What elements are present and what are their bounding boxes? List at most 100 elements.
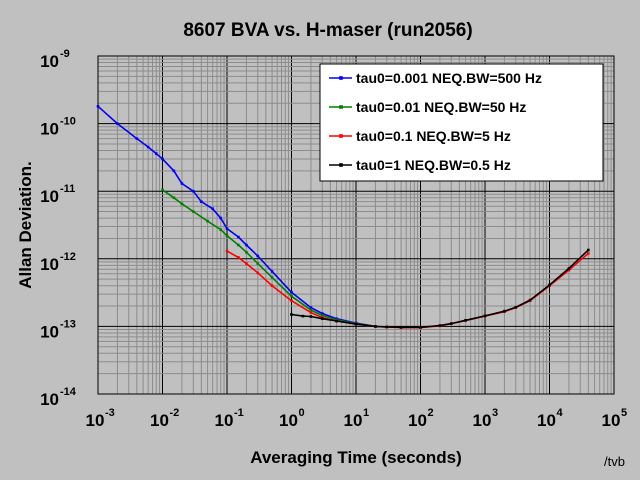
- legend-item: tau0=0.1 NEQ.BW=5 Hz: [329, 128, 511, 144]
- x-tick-label: 10 -3: [86, 407, 115, 430]
- y-tick-base: 10: [40, 322, 59, 341]
- data-point: [270, 284, 274, 288]
- series-lines: [96, 105, 590, 329]
- data-point: [161, 157, 164, 161]
- legend-swatch-marker: [339, 134, 343, 138]
- x-tick-label: 10 0: [279, 407, 305, 430]
- legend-swatch-marker: [339, 76, 343, 80]
- y-tick-exponent: -14: [60, 386, 77, 398]
- y-tick-label: 10 -9: [40, 48, 70, 71]
- legend-label: tau0=0.001 NEQ.BW=500 Hz: [356, 70, 542, 86]
- x-tick-base: 10: [473, 411, 492, 430]
- y-tick-exponent: -11: [60, 183, 75, 195]
- data-point: [237, 243, 240, 247]
- data-point: [219, 216, 223, 220]
- x-tick-exponent: 3: [492, 407, 498, 419]
- series-4: [290, 248, 590, 329]
- data-point: [191, 210, 195, 213]
- data-point: [154, 152, 158, 155]
- data-point: [245, 250, 248, 254]
- data-point: [354, 322, 358, 326]
- data-point: [290, 313, 293, 316]
- legend-item: tau0=0.01 NEQ.BW=50 Hz: [329, 99, 526, 115]
- y-tick-label: 10 -13: [40, 318, 76, 341]
- data-point: [290, 290, 293, 294]
- y-tick-label: 10 -11: [40, 183, 75, 206]
- data-point: [320, 314, 324, 317]
- data-point: [225, 227, 229, 230]
- data-point: [172, 169, 176, 173]
- y-tick-label: 10 -12: [40, 251, 76, 274]
- data-point: [514, 305, 518, 309]
- x-tick-exponent: 4: [557, 407, 564, 419]
- data-point: [206, 219, 209, 223]
- legend-box: [319, 63, 604, 182]
- data-point: [180, 202, 184, 206]
- x-tick-label: 10 -1: [215, 407, 244, 430]
- plot-area-border: [97, 55, 615, 395]
- y-tick-exponent: -9: [60, 48, 70, 60]
- data-point: [270, 270, 274, 273]
- legend: tau0=0.001 NEQ.BW=500 Hz tau0=0.01 NEQ.BW…: [319, 63, 604, 182]
- data-point: [200, 200, 203, 203]
- data-point: [528, 298, 532, 302]
- legend-swatch-marker: [339, 163, 343, 167]
- data-point: [301, 314, 305, 318]
- y-axis-label: Allan Deviation.: [16, 161, 35, 289]
- data-point: [309, 306, 313, 309]
- data-point: [309, 308, 313, 312]
- x-tick-label: 10 2: [408, 407, 434, 430]
- y-tick-base: 10: [40, 52, 59, 71]
- x-tick-label: 10 3: [473, 407, 499, 430]
- x-axis-ticks: 10 -3 10 -2 10 -1 10 0 10 1 10 2 10 3 10 4 10 5: [86, 407, 628, 430]
- data-point: [587, 248, 590, 252]
- data-point: [256, 254, 260, 258]
- data-point: [567, 267, 571, 270]
- data-point: [335, 319, 338, 323]
- x-tick-exponent: 2: [428, 407, 434, 419]
- data-point: [320, 317, 324, 320]
- data-point: [449, 322, 453, 325]
- data-point: [419, 325, 422, 329]
- x-tick-label: 10 -2: [150, 407, 179, 430]
- data-point: [399, 325, 403, 329]
- x-tick-label: 10 1: [344, 407, 370, 430]
- data-point: [172, 196, 176, 200]
- data-point: [219, 228, 223, 231]
- y-tick-label: 10 -10: [40, 116, 76, 139]
- x-tick-base: 10: [602, 411, 621, 430]
- data-point: [211, 207, 214, 211]
- data-point: [385, 325, 389, 329]
- data-point: [503, 309, 506, 313]
- data-point: [438, 324, 442, 327]
- data-point: [270, 276, 274, 279]
- data-point: [237, 256, 240, 259]
- y-tick-base: 10: [40, 120, 59, 139]
- x-tick-exponent: 0: [299, 407, 305, 419]
- y-tick-label: 10 -14: [40, 386, 77, 409]
- data-point: [191, 189, 195, 193]
- data-point: [225, 234, 229, 237]
- data-point: [245, 262, 248, 265]
- data-point: [483, 314, 487, 318]
- legend-label: tau0=0.01 NEQ.BW=50 Hz: [356, 99, 526, 115]
- x-tick-exponent: 1: [363, 407, 369, 419]
- data-point: [587, 252, 590, 255]
- data-point: [567, 268, 571, 272]
- x-tick-base: 10: [344, 411, 363, 430]
- data-point: [180, 182, 184, 185]
- y-tick-base: 10: [40, 390, 59, 409]
- data-point: [245, 243, 248, 247]
- legend-label: tau0=1 NEQ.BW=0.5 Hz: [356, 157, 511, 173]
- data-point: [225, 249, 229, 253]
- data-point: [309, 311, 313, 314]
- series-line: [291, 249, 589, 329]
- data-point: [146, 145, 150, 149]
- x-tick-exponent: -3: [105, 407, 115, 419]
- x-tick-base: 10: [408, 411, 427, 430]
- x-tick-base: 10: [537, 411, 556, 430]
- data-point: [237, 235, 240, 239]
- legend-label: tau0=0.1 NEQ.BW=5 Hz: [356, 128, 511, 144]
